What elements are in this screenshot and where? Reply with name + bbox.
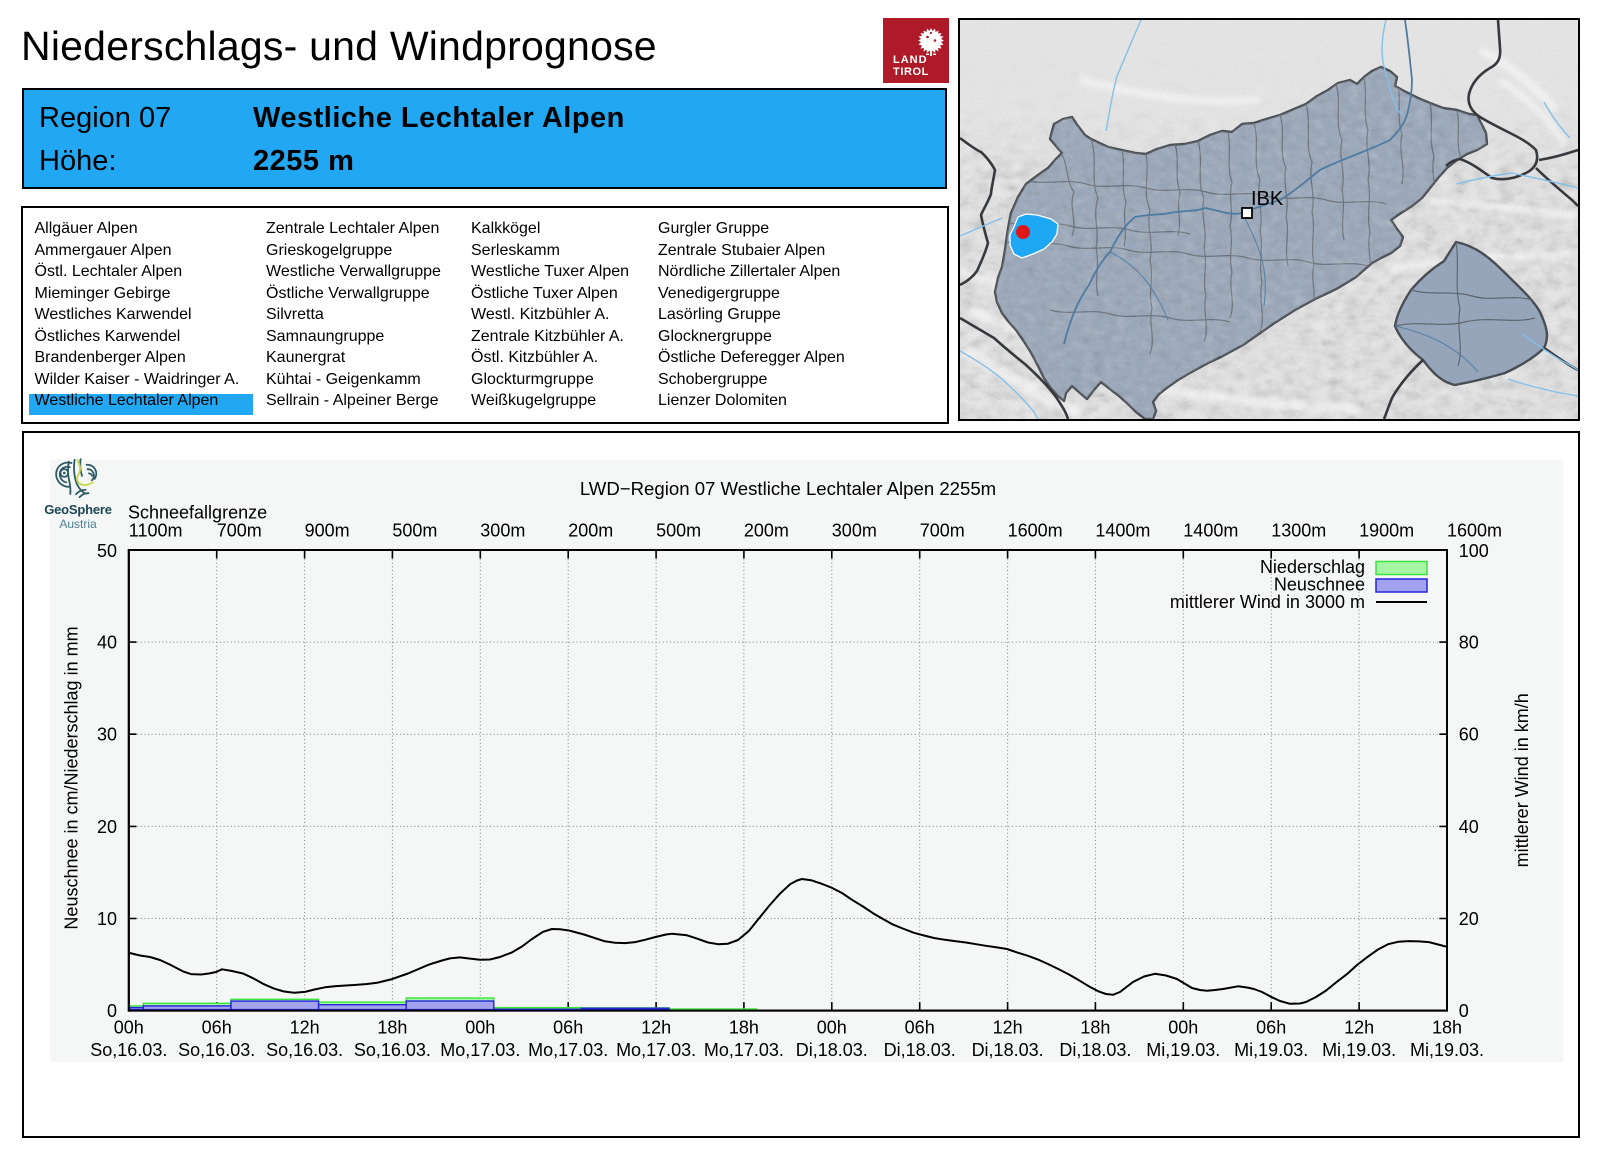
svg-text:00h: 00h bbox=[1168, 1018, 1198, 1038]
svg-text:40: 40 bbox=[1459, 817, 1479, 837]
svg-text:00h: 00h bbox=[817, 1018, 847, 1038]
svg-text:18h: 18h bbox=[1432, 1018, 1462, 1038]
svg-text:40: 40 bbox=[97, 633, 117, 653]
svg-text:1100m: 1100m bbox=[129, 521, 183, 541]
svg-text:Niederschlag: Niederschlag bbox=[1260, 557, 1365, 577]
svg-text:TIROL: TIROL bbox=[893, 66, 929, 78]
svg-text:200m: 200m bbox=[568, 521, 613, 541]
svg-text:10: 10 bbox=[97, 909, 117, 929]
svg-text:500m: 500m bbox=[656, 521, 701, 541]
svg-text:LWD−Region 07 Westliche Lechta: LWD−Region 07 Westliche Lechtaler Alpen … bbox=[580, 478, 996, 499]
svg-text:Neuschnee: Neuschnee bbox=[1274, 575, 1365, 595]
svg-text:Schneefallgrenze: Schneefallgrenze bbox=[128, 503, 267, 523]
svg-text:1600m: 1600m bbox=[1447, 521, 1502, 541]
svg-text:300m: 300m bbox=[832, 521, 877, 541]
svg-text:Mo,17.03.: Mo,17.03. bbox=[704, 1040, 784, 1060]
svg-text:200m: 200m bbox=[744, 521, 789, 541]
svg-text:1300m: 1300m bbox=[1271, 521, 1326, 541]
svg-text:30: 30 bbox=[97, 725, 117, 745]
svg-text:1900m: 1900m bbox=[1359, 521, 1414, 541]
svg-text:mittlerer Wind in 3000 m: mittlerer Wind in 3000 m bbox=[1170, 592, 1365, 612]
svg-text:700m: 700m bbox=[217, 521, 262, 541]
svg-text:100: 100 bbox=[1459, 541, 1489, 561]
svg-text:Austria: Austria bbox=[59, 517, 97, 531]
svg-text:700m: 700m bbox=[920, 521, 965, 541]
svg-text:Di,18.03.: Di,18.03. bbox=[972, 1040, 1044, 1060]
svg-text:Mi,19.03.: Mi,19.03. bbox=[1322, 1040, 1396, 1060]
svg-text:18h: 18h bbox=[377, 1018, 407, 1038]
svg-text:12h: 12h bbox=[993, 1018, 1023, 1038]
svg-text:06h: 06h bbox=[1256, 1018, 1286, 1038]
svg-text:12h: 12h bbox=[290, 1018, 320, 1038]
svg-text:300m: 300m bbox=[480, 521, 525, 541]
svg-text:Mo,17.03.: Mo,17.03. bbox=[528, 1040, 608, 1060]
svg-text:06h: 06h bbox=[202, 1018, 232, 1038]
svg-text:So,16.03.: So,16.03. bbox=[90, 1040, 167, 1060]
svg-text:18h: 18h bbox=[729, 1018, 759, 1038]
svg-text:00h: 00h bbox=[465, 1018, 495, 1038]
svg-text:Mi,19.03.: Mi,19.03. bbox=[1146, 1040, 1220, 1060]
svg-text:LAND: LAND bbox=[893, 54, 928, 66]
svg-text:mittlerer Wind in km/h: mittlerer Wind in km/h bbox=[1512, 693, 1532, 867]
svg-text:06h: 06h bbox=[553, 1018, 583, 1038]
svg-text:900m: 900m bbox=[305, 521, 350, 541]
svg-text:Mo,17.03.: Mo,17.03. bbox=[440, 1040, 520, 1060]
svg-text:500m: 500m bbox=[392, 521, 437, 541]
svg-text:80: 80 bbox=[1459, 633, 1479, 653]
svg-text:So,16.03.: So,16.03. bbox=[178, 1040, 255, 1060]
svg-text:So,16.03.: So,16.03. bbox=[266, 1040, 343, 1060]
svg-text:18h: 18h bbox=[1080, 1018, 1110, 1038]
svg-text:Mi,19.03.: Mi,19.03. bbox=[1410, 1040, 1484, 1060]
svg-text:20: 20 bbox=[97, 817, 117, 837]
svg-text:GeoSphere: GeoSphere bbox=[44, 502, 112, 517]
svg-text:IBK: IBK bbox=[1251, 188, 1284, 210]
svg-text:So,16.03.: So,16.03. bbox=[354, 1040, 431, 1060]
svg-text:Neuschnee in cm/Niederschlag i: Neuschnee in cm/Niederschlag in mm bbox=[62, 626, 82, 929]
svg-text:20: 20 bbox=[1459, 909, 1479, 929]
svg-text:1400m: 1400m bbox=[1183, 521, 1238, 541]
svg-text:Mo,17.03.: Mo,17.03. bbox=[616, 1040, 696, 1060]
svg-text:60: 60 bbox=[1459, 725, 1479, 745]
svg-text:12h: 12h bbox=[641, 1018, 671, 1038]
svg-text:1600m: 1600m bbox=[1008, 521, 1063, 541]
svg-text:Di,18.03.: Di,18.03. bbox=[796, 1040, 868, 1060]
svg-text:0: 0 bbox=[107, 1001, 117, 1021]
svg-text:Mi,19.03.: Mi,19.03. bbox=[1234, 1040, 1308, 1060]
svg-text:Di,18.03.: Di,18.03. bbox=[884, 1040, 956, 1060]
svg-text:00h: 00h bbox=[114, 1018, 144, 1038]
svg-text:12h: 12h bbox=[1344, 1018, 1374, 1038]
svg-text:1400m: 1400m bbox=[1095, 521, 1150, 541]
svg-text:Di,18.03.: Di,18.03. bbox=[1059, 1040, 1131, 1060]
svg-text:06h: 06h bbox=[905, 1018, 935, 1038]
svg-text:50: 50 bbox=[97, 541, 117, 561]
svg-text:0: 0 bbox=[1459, 1001, 1469, 1021]
